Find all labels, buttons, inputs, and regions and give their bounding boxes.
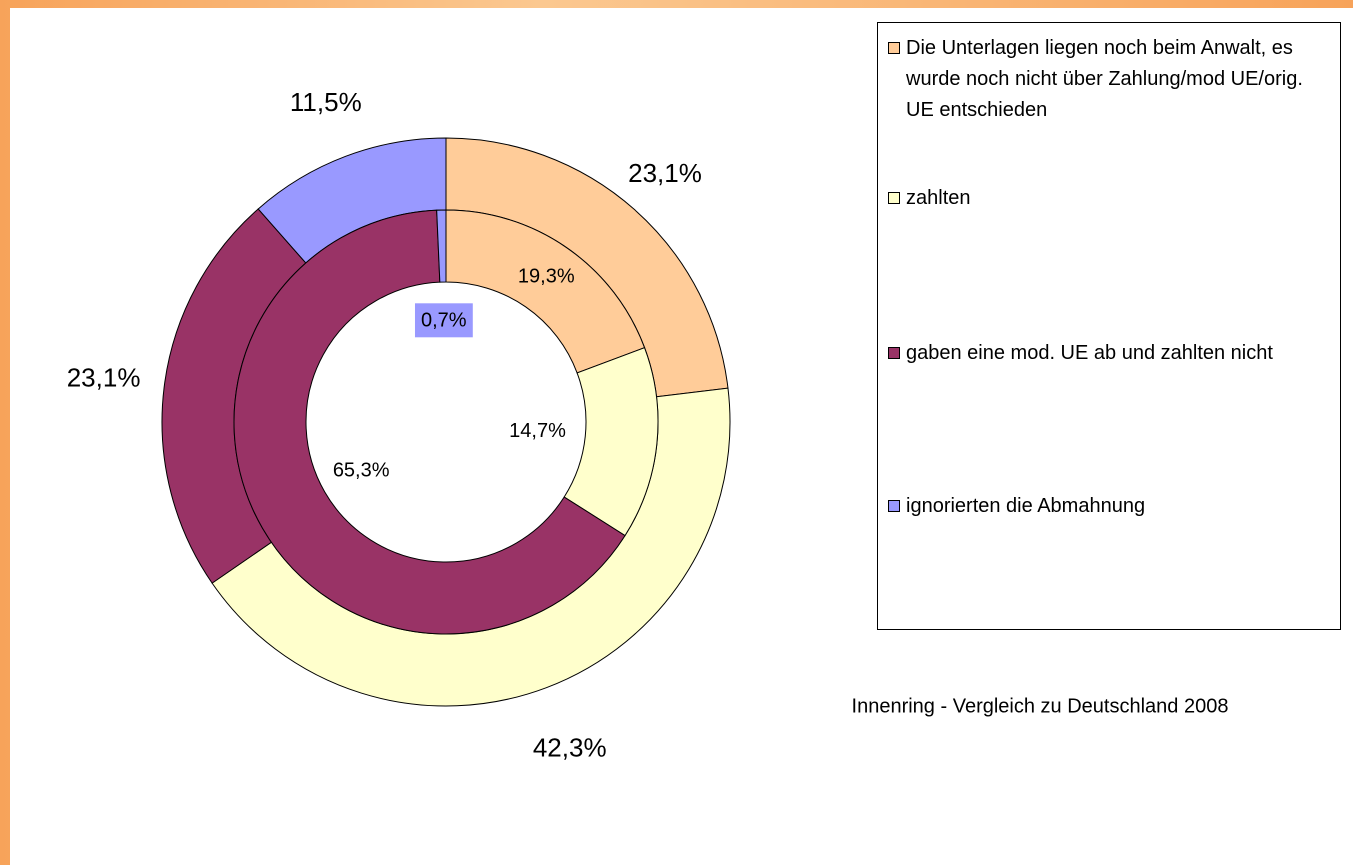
annotation: Innenring - Vergleich zu Deutschland 200…: [852, 695, 1229, 717]
legend-entry: zahlten: [888, 183, 1333, 214]
legend-swatch: [888, 500, 900, 512]
ring-segment: [436, 209, 447, 283]
legend-swatch: [888, 192, 900, 204]
data-label: 65,3%: [333, 459, 390, 481]
legend-swatch: [888, 347, 900, 359]
data-label: 42,3%: [533, 732, 607, 762]
legend-label: ignorierten die Abmahnung: [906, 495, 1146, 517]
legend-label: gaben eine mod. UE ab und zahlten nicht: [906, 342, 1273, 364]
data-label: 19,3%: [518, 266, 575, 288]
data-label: 11,5%: [290, 87, 362, 117]
legend-label: Die Unterlagen liegen noch beim Anwalt, …: [906, 37, 1303, 121]
legend-label: zahlten: [906, 187, 971, 209]
data-label: 23,1%: [67, 363, 141, 393]
legend-swatch: [888, 42, 900, 54]
legend-entry: Die Unterlagen liegen noch beim Anwalt, …: [888, 33, 1333, 126]
data-label: 14,7%: [509, 420, 566, 442]
data-label: 23,1%: [628, 158, 702, 188]
legend: Die Unterlagen liegen noch beim Anwalt, …: [877, 22, 1341, 630]
legend-entry: ignorierten die Abmahnung: [888, 491, 1333, 522]
data-label: 0,7%: [421, 309, 467, 331]
legend-entry: gaben eine mod. UE ab und zahlten nicht: [888, 338, 1333, 369]
data-label-background: [414, 303, 473, 338]
ring-segment: [233, 209, 626, 635]
